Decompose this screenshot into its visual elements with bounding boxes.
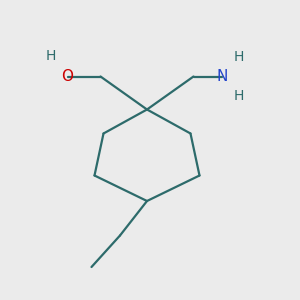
Text: H: H	[46, 49, 56, 62]
Text: N: N	[216, 69, 228, 84]
Text: H: H	[233, 89, 244, 103]
Text: O: O	[61, 69, 74, 84]
Text: H: H	[233, 50, 244, 64]
